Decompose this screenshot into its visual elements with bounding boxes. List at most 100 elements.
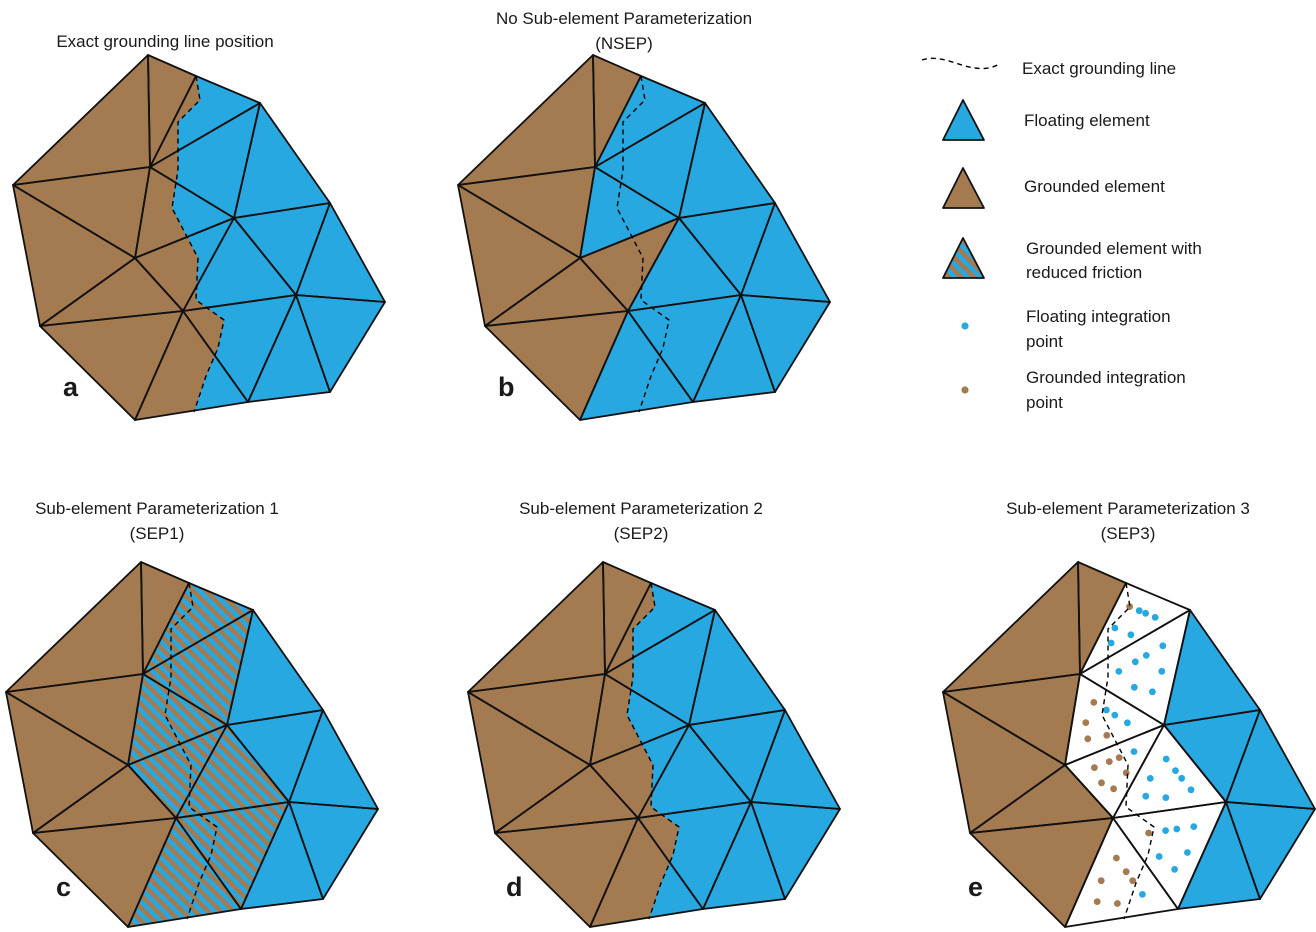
- floating-integration-point: [1178, 774, 1186, 782]
- mesh-edge: [288, 801, 379, 900]
- panel-d-title-line-2: (SEP2): [614, 524, 669, 543]
- mesh-element: [693, 295, 775, 402]
- mesh-element: [1113, 802, 1226, 909]
- mesh-element: [234, 203, 330, 295]
- panel-d-title-line-1: Sub-element Parameterization 2: [519, 499, 763, 518]
- grounded-integration-point: [1098, 779, 1105, 787]
- mesh-element: [289, 802, 378, 899]
- legend-floating-element-label: Floating element: [1024, 111, 1150, 130]
- grounding-line: [626, 582, 680, 920]
- mesh-element: [148, 55, 196, 167]
- floating-integration-point: [1172, 767, 1179, 774]
- grounded-integration-point: [1145, 829, 1152, 837]
- mesh-element: [703, 802, 785, 909]
- floating-integration-point: [1162, 827, 1169, 834]
- floating-integration-point: [1184, 849, 1191, 856]
- panel-a-mesh: [12, 54, 386, 421]
- floating-integration-point: [1103, 706, 1110, 714]
- mesh-element: [141, 562, 189, 674]
- floating-integration-point: [1158, 667, 1166, 675]
- legend-reduced-friction-label-line-2: reduced friction: [1026, 263, 1142, 282]
- dashed-line-icon: [921, 57, 1001, 70]
- mesh-element: [603, 562, 651, 674]
- mesh-element: [176, 725, 289, 818]
- panel-e-title-line-2: (SEP3): [1101, 524, 1156, 543]
- floating-integration-point: [1131, 658, 1139, 666]
- mesh-edge: [1225, 801, 1316, 900]
- mesh-element: [1164, 710, 1260, 802]
- floating-integration-point: [1127, 631, 1135, 639]
- floating-region: [627, 583, 751, 919]
- mesh-element: [943, 692, 1065, 833]
- mesh-element: [1226, 710, 1315, 809]
- grounded-integration-point: [1105, 758, 1113, 765]
- floating-integration-point: [1142, 609, 1149, 617]
- legend-floating-point-label-line-2: point: [1026, 332, 1063, 351]
- mesh-element: [1078, 562, 1126, 674]
- floating-integration-point: [1115, 668, 1123, 675]
- floating-triangle-icon: [942, 99, 985, 141]
- mesh-element: [970, 818, 1113, 927]
- grounded-integration-point: [1082, 719, 1090, 726]
- grounded-integration-point: [1110, 785, 1117, 793]
- mesh-element: [580, 167, 679, 258]
- panel-a-letter: a: [63, 372, 79, 402]
- mesh-element: [593, 55, 641, 167]
- floating-integration-point: [1155, 853, 1163, 860]
- grounded-integration-point: [1093, 898, 1101, 905]
- mesh-element: [970, 765, 1113, 833]
- mesh-edge: [295, 294, 386, 393]
- mesh-element: [458, 185, 580, 326]
- floating-integration-point: [1107, 639, 1115, 647]
- mesh-edge: [740, 294, 831, 393]
- mesh-element: [143, 610, 253, 725]
- panel-b-title-line-2: (NSEP): [595, 34, 653, 53]
- mesh-element: [458, 167, 595, 258]
- legend-grounding-line-label: Exact grounding line: [1022, 59, 1176, 78]
- mesh-element: [1080, 583, 1190, 674]
- panel-a-title: Exact grounding line position: [56, 32, 273, 51]
- mesh-element: [741, 295, 830, 392]
- mesh-element: [580, 218, 679, 311]
- mesh-edge: [134, 310, 249, 421]
- floating-integration-point: [1162, 755, 1170, 763]
- mesh-element: [1080, 610, 1190, 725]
- grounded-integration-point: [1113, 854, 1120, 862]
- mesh-element: [13, 185, 135, 326]
- grounding-line: [1101, 582, 1155, 920]
- mesh-edge: [1064, 817, 1179, 928]
- panel-b-mesh: [457, 54, 831, 421]
- floating-integration-point: [1130, 748, 1138, 755]
- mesh-element: [485, 311, 628, 420]
- panel-c-mesh: [5, 561, 379, 928]
- grounded-integration-point: [1090, 699, 1098, 706]
- grounded-integration-point: [1097, 877, 1105, 885]
- floating-integration-point: [1142, 652, 1150, 659]
- legend-grounded-point-label-line-2: point: [1026, 393, 1063, 412]
- mesh-element: [943, 674, 1080, 765]
- grounding-line: [171, 75, 225, 413]
- floating-element: [628, 295, 741, 402]
- grounded-integration-point: [1091, 764, 1098, 771]
- grounded-integration-point: [1084, 735, 1092, 743]
- panel-b-title: No Sub-element Parameterization (NSEP): [496, 9, 752, 53]
- mesh-element: [296, 203, 385, 302]
- floating-integration-point: [1162, 794, 1170, 801]
- floating-integration-point: [1190, 823, 1198, 830]
- mesh-element: [495, 765, 638, 833]
- floating-integration-point: [1124, 719, 1131, 727]
- grounded-integration-point: [1103, 731, 1111, 739]
- mesh-element: [248, 295, 330, 402]
- floating-integration-point: [1187, 786, 1195, 794]
- mesh-element: [40, 311, 183, 420]
- panel-b-title-line-1: No Sub-element Parameterization: [496, 9, 752, 28]
- floating-integration-point: [1135, 607, 1143, 615]
- panel-e-mesh: [942, 561, 1316, 928]
- grounded-integration-point: [1122, 868, 1130, 876]
- mesh-element: [227, 710, 323, 802]
- mesh-element: [485, 258, 628, 326]
- mesh-edge: [127, 817, 242, 928]
- mesh-element: [40, 258, 183, 326]
- floating-element: [580, 311, 693, 420]
